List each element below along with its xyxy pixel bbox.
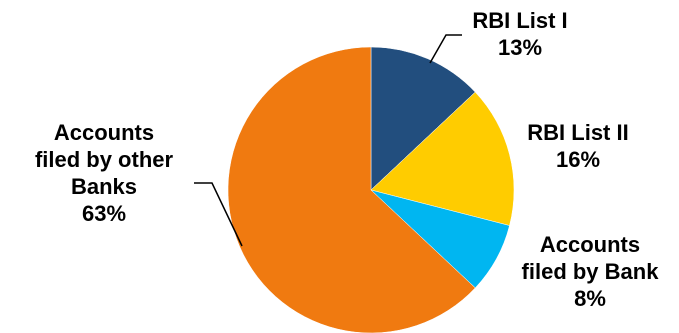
slice-labels: RBI List I 13%RBI List II 16%Accounts filed… xyxy=(35,8,659,311)
slice-label-4: Accounts filed by other Banks 63% xyxy=(35,120,174,226)
pie-slice-2 xyxy=(370,91,515,226)
pie-slice-1 xyxy=(370,46,476,191)
slice-name-line: filed by other xyxy=(35,147,174,172)
leader-line-1 xyxy=(429,34,462,64)
slice-value-label: 13% xyxy=(498,35,542,60)
leader-line-4 xyxy=(194,182,243,247)
slice-name-line: filed by Bank xyxy=(522,259,660,284)
slice-label-1: RBI List I 13% xyxy=(472,8,567,60)
slice-name-line: Accounts xyxy=(54,120,154,145)
slice-name-line: RBI List II xyxy=(527,120,628,145)
slice-value-label: 16% xyxy=(556,147,600,172)
pie-slices xyxy=(227,46,515,333)
slice-value-label: 63% xyxy=(82,201,126,226)
slice-value-label: 8% xyxy=(574,286,606,311)
slice-name-line: Banks xyxy=(71,174,137,199)
pie-slice-4 xyxy=(227,46,476,333)
slice-name-line: Accounts xyxy=(540,232,640,257)
slice-name-line: RBI List I xyxy=(472,8,567,33)
slice-label-2: RBI List II 16% xyxy=(527,120,628,172)
slice-label-3: Accounts filed by Bank 8% xyxy=(522,232,660,311)
leader-lines xyxy=(194,34,462,247)
